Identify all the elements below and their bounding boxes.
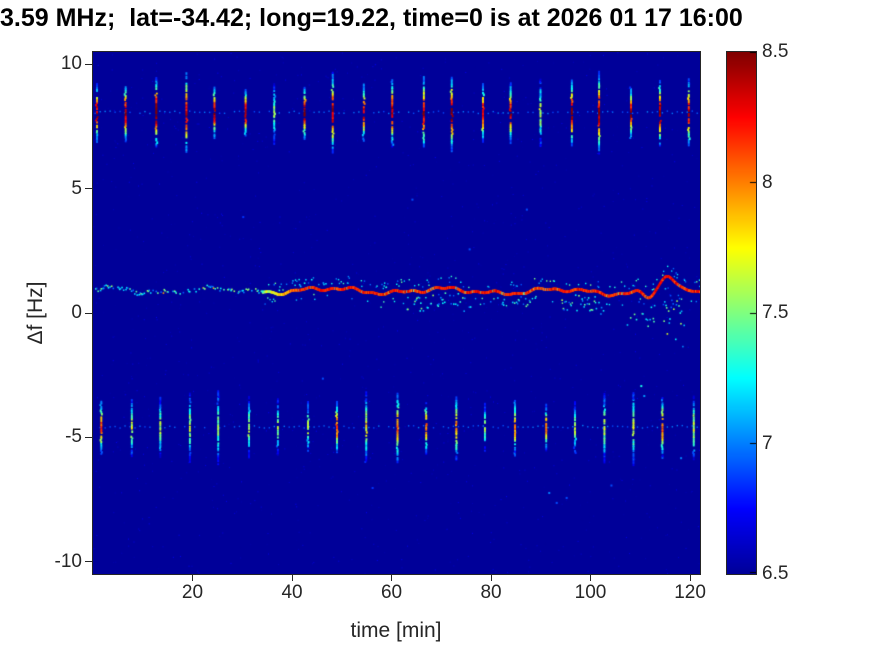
y-tick-mark: [85, 312, 92, 314]
x-tick-label: 60: [380, 582, 403, 603]
colorbar-tick-label: 8.5: [762, 41, 789, 62]
x-axis-label: time [min]: [350, 619, 442, 642]
colorbar-canvas: [727, 52, 756, 574]
x-tick-label: 40: [281, 582, 303, 603]
y-tick-label: -10: [54, 550, 82, 572]
plot-canvas: [93, 52, 700, 574]
x-tick-mark: [391, 575, 393, 581]
x-tick-label: 100: [574, 582, 607, 603]
y-tick-label: 10: [60, 53, 82, 75]
y-tick-label: 5: [71, 177, 82, 199]
y-tick-mark: [85, 436, 92, 438]
x-tick-label: 120: [674, 582, 706, 603]
colorbar-tick-label: 7: [762, 432, 773, 454]
colorbar-tick-label: 8: [762, 171, 773, 193]
x-tick-label: 80: [480, 582, 502, 603]
colorbar: [726, 51, 757, 575]
x-tick-mark: [490, 575, 492, 581]
x-tick-mark: [689, 575, 691, 581]
colorbar-tick-label: 7.5: [762, 302, 789, 323]
y-tick-mark: [85, 561, 92, 563]
x-tick-label: 20: [181, 582, 204, 603]
plot-area: [92, 51, 701, 575]
y-tick-label: 0: [71, 302, 82, 323]
chart-title: 3.59 MHz; lat=-34.42; long=19.22, time=0…: [0, 4, 743, 32]
colorbar-tick-label: 6.5: [762, 563, 789, 584]
x-tick-mark: [291, 575, 293, 581]
x-tick-mark: [590, 575, 592, 581]
y-tick-mark: [85, 63, 92, 65]
y-tick-label: -5: [65, 426, 82, 448]
x-tick-mark: [192, 575, 193, 581]
y-tick-mark: [85, 188, 92, 190]
